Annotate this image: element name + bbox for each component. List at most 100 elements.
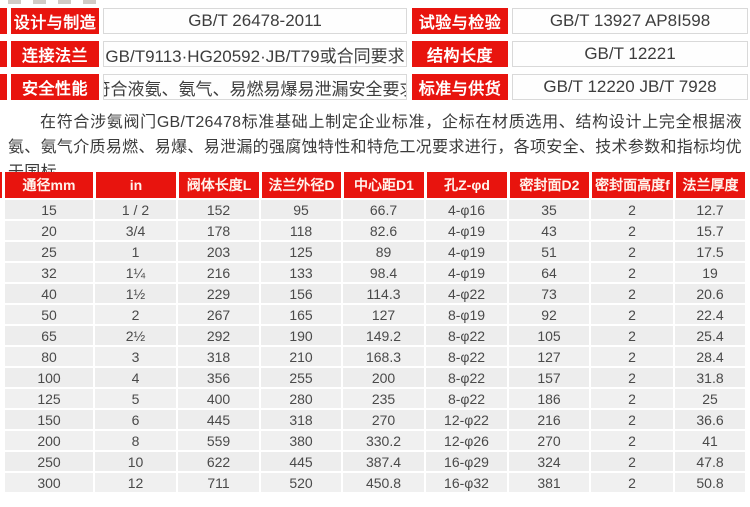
table-cell: 280 [259, 389, 341, 408]
spec-label-flange: 连接法兰 [11, 41, 99, 67]
table-row: 150 6 445 318 270 12-φ22 216 2 36.6 [5, 410, 745, 429]
table-cell: 35 [507, 200, 589, 219]
table-cell: 25 [5, 242, 93, 261]
spec-value-flange: GB/T9113·HG20592·JB/T79或合同要求 [103, 41, 407, 67]
table-cell: 186 [507, 389, 589, 408]
column-header: 密封面高度f [589, 172, 673, 198]
table-cell: 125 [5, 389, 93, 408]
table-cell: 450.8 [341, 473, 424, 492]
spec-label-supply: 标准与供货 [412, 74, 508, 100]
table-cell: 82.6 [341, 221, 424, 240]
table-cell: 270 [507, 431, 589, 450]
table-cell: 356 [176, 368, 259, 387]
table-cell: 2 [589, 347, 673, 366]
table-cell: 1½ [93, 284, 176, 303]
table-cell: 216 [507, 410, 589, 429]
standards-row: 连接法兰 GB/T9113·HG20592·JB/T79或合同要求 结构长度 G… [0, 41, 748, 67]
table-header-row: 通径mm in 阀体长度L 法兰外径D 中心距D1 孔Z-φd 密封面D2 密封面高度f 法兰厚… [5, 172, 745, 198]
table-cell: 267 [176, 305, 259, 324]
table-cell: 25 [673, 389, 745, 408]
table-cell: 300 [5, 473, 93, 492]
cropped-edge-artifact [8, 0, 104, 4]
table-row: 250 10 622 445 387.4 16-φ29 324 2 47.8 [5, 452, 745, 471]
table-cell: 20.6 [673, 284, 745, 303]
table-cell: 152 [176, 200, 259, 219]
table-cell: 150 [5, 410, 93, 429]
table-cell: 10 [93, 452, 176, 471]
table-cell: 5 [93, 389, 176, 408]
table-row: 200 8 559 380 330.2 12-φ26 270 2 41 [5, 431, 745, 450]
table-cell: 380 [259, 431, 341, 450]
table-cell: 622 [176, 452, 259, 471]
table-row: 15 1 / 2 152 95 66.7 4-φ16 35 2 12.7 [5, 200, 745, 219]
table-cell: 15 [5, 200, 93, 219]
table-cell: 2 [589, 200, 673, 219]
table-cell: 445 [176, 410, 259, 429]
table-cell: 255 [259, 368, 341, 387]
left-edge-sliver [0, 41, 7, 67]
table-cell: 4-φ19 [424, 221, 507, 240]
table-cell: 36.6 [673, 410, 745, 429]
spec-value-testing: GB/T 13927 AP8I598 [512, 8, 748, 34]
column-header: 法兰厚度 [673, 172, 745, 198]
table-cell: 15.7 [673, 221, 745, 240]
spec-label-length: 结构长度 [412, 41, 508, 67]
table-cell: 8 [93, 431, 176, 450]
table-cell: 324 [507, 452, 589, 471]
table-cell: 40 [5, 284, 93, 303]
table-cell: 4-φ22 [424, 284, 507, 303]
left-edge-sliver [0, 74, 7, 100]
table-cell: 2 [589, 368, 673, 387]
table-cell: 50 [5, 305, 93, 324]
table-cell: 168.3 [341, 347, 424, 366]
table-cell: 51 [507, 242, 589, 261]
table-cell: 190 [259, 326, 341, 345]
table-cell: 98.4 [341, 263, 424, 282]
table-cell: 8-φ22 [424, 326, 507, 345]
column-header: 法兰外径D [259, 172, 341, 198]
table-cell: 114.3 [341, 284, 424, 303]
column-header: 通径mm [5, 172, 93, 198]
table-row: 300 12 711 520 450.8 16-φ32 381 2 50.8 [5, 473, 745, 492]
table-cell: 6 [93, 410, 176, 429]
table-cell: 318 [176, 347, 259, 366]
table-cell: 165 [259, 305, 341, 324]
table-cell: 25.4 [673, 326, 745, 345]
table-cell: 178 [176, 221, 259, 240]
table-cell: 8-φ22 [424, 368, 507, 387]
table-cell: 127 [507, 347, 589, 366]
spec-value-length: GB/T 12221 [512, 41, 748, 67]
table-row: 25 1 203 125 89 4-φ19 51 2 17.5 [5, 242, 745, 261]
table-cell: 12-φ22 [424, 410, 507, 429]
table-cell: 92 [507, 305, 589, 324]
table-row: 100 4 356 255 200 8-φ22 157 2 31.8 [5, 368, 745, 387]
table-cell: 22.4 [673, 305, 745, 324]
table-row: 32 1¼ 216 133 98.4 4-φ19 64 2 19 [5, 263, 745, 282]
spec-value-supply: GB/T 12220 JB/T 7928 [512, 74, 748, 100]
table-cell: 4-φ16 [424, 200, 507, 219]
table-cell: 118 [259, 221, 341, 240]
table-cell: 1 / 2 [93, 200, 176, 219]
table-cell: 2 [589, 305, 673, 324]
table-cell: 2 [589, 410, 673, 429]
table-cell: 400 [176, 389, 259, 408]
column-header: 阀体长度L [176, 172, 259, 198]
table-cell: 711 [176, 473, 259, 492]
table-row: 65 2½ 292 190 149.2 8-φ22 105 2 25.4 [5, 326, 745, 345]
standards-row: 设计与制造 GB/T 26478-2011 试验与检验 GB/T 13927 A… [0, 8, 748, 34]
table-cell: 4 [93, 368, 176, 387]
table-cell: 12 [93, 473, 176, 492]
spec-label-testing: 试验与检验 [412, 8, 508, 34]
table-cell: 32 [5, 263, 93, 282]
table-cell: 2 [589, 431, 673, 450]
table-cell: 229 [176, 284, 259, 303]
spec-label-safety: 安全性能 [11, 74, 99, 100]
table-cell: 2 [589, 326, 673, 345]
table-cell: 200 [341, 368, 424, 387]
table-cell: 47.8 [673, 452, 745, 471]
table-cell: 200 [5, 431, 93, 450]
table-cell: 318 [259, 410, 341, 429]
table-row: 40 1½ 229 156 114.3 4-φ22 73 2 20.6 [5, 284, 745, 303]
table-cell: 1¼ [93, 263, 176, 282]
